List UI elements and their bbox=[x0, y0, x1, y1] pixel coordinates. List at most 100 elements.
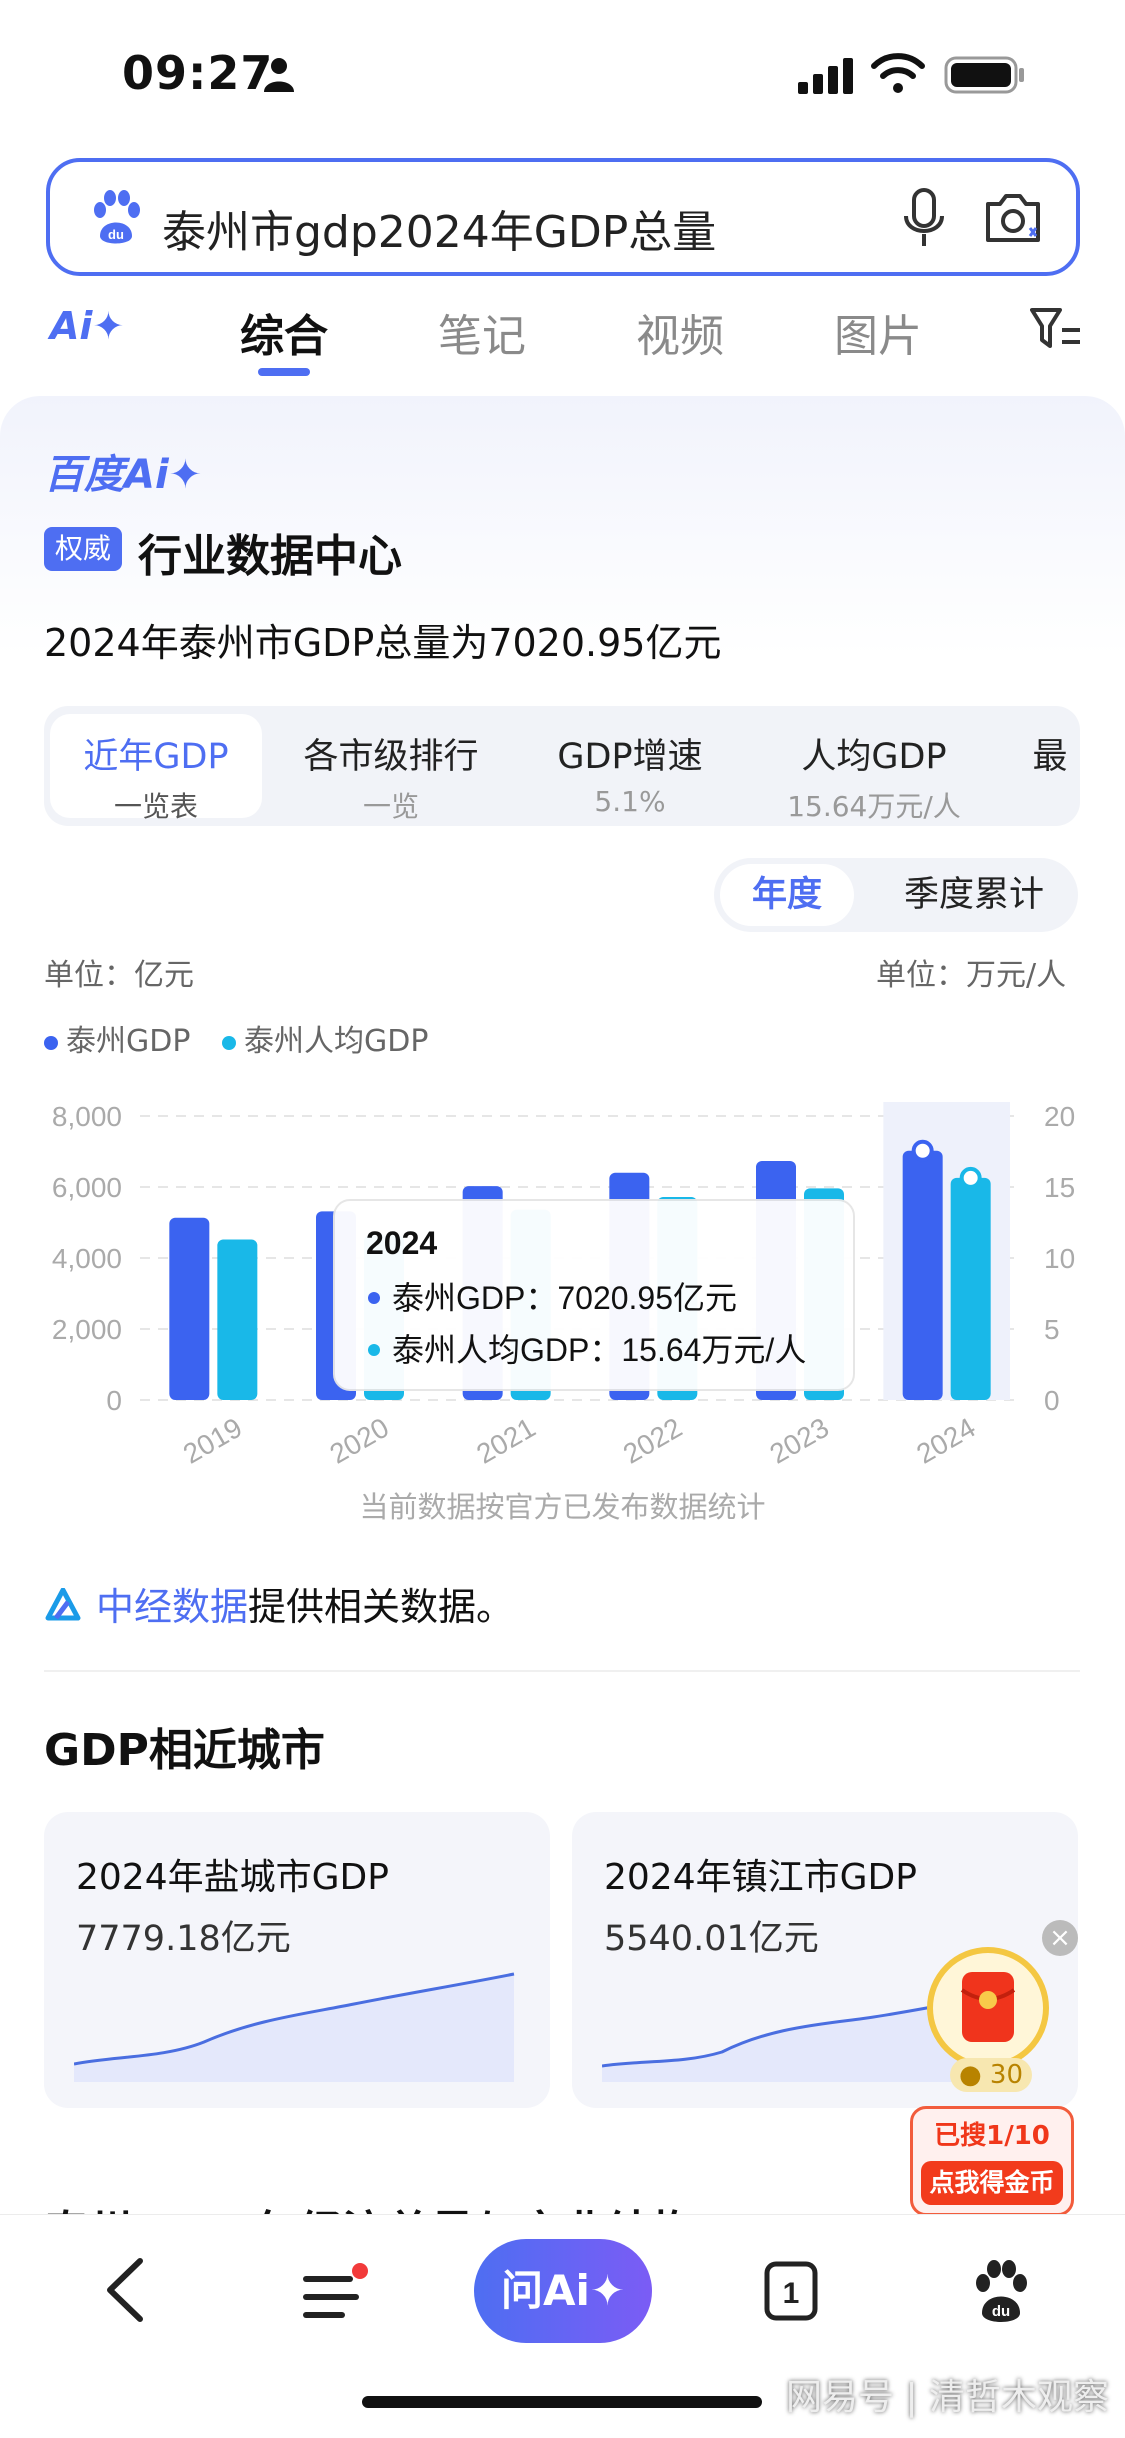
left-axis-tick: 6,000 bbox=[52, 1172, 122, 1203]
provider-link[interactable]: 中经数据 bbox=[96, 1585, 249, 1629]
wifi-icon bbox=[871, 53, 925, 93]
close-icon[interactable]: × bbox=[1042, 1920, 1078, 1956]
x-axis-tick: 2022 bbox=[618, 1412, 687, 1470]
authority-badge: 权威 bbox=[44, 527, 122, 571]
legend-label: 泰州人均GDP bbox=[244, 1024, 429, 1059]
search-input[interactable]: 泰州市gdp2024年GDP总量 bbox=[162, 207, 717, 258]
data-pill-row: 近年GDP 一览表 各市级排行 一览 GDP增速 5.1% 人均GDP 15.6… bbox=[44, 706, 1080, 826]
tabs-count-icon[interactable]: 1 bbox=[764, 2261, 818, 2321]
left-axis-tick: 2,000 bbox=[52, 1314, 122, 1345]
chart-note: 当前数据按官方已发布数据统计 bbox=[359, 1490, 766, 1524]
left-axis-tick: 4,000 bbox=[52, 1243, 122, 1274]
answer-text: 2024年泰州市GDP总量为7020.95亿元 bbox=[44, 621, 722, 665]
home-indicator bbox=[362, 2396, 762, 2408]
red-envelope-icon[interactable] bbox=[926, 1946, 1050, 2090]
tab-notes[interactable]: 笔记 bbox=[438, 311, 526, 362]
svg-text:du: du bbox=[108, 227, 124, 242]
pill-recent-gdp[interactable]: 近年GDP 一览表 bbox=[50, 714, 262, 823]
highlight-marker-per-capita bbox=[959, 1166, 982, 1189]
svg-text:du: du bbox=[992, 2303, 1010, 2320]
watermark: 网易号 | 清哲木观察 bbox=[786, 2377, 1110, 2418]
city-value: 5540.01亿元 bbox=[604, 1919, 819, 1959]
tab-images[interactable]: 图片 bbox=[834, 311, 922, 362]
menu-icon[interactable] bbox=[300, 2259, 372, 2329]
left-axis-tick: 0 bbox=[106, 1385, 122, 1416]
similar-city-card[interactable]: 2024年盐城市GDP 7779.18亿元 bbox=[44, 1812, 550, 2108]
pill-sub: 一览 bbox=[362, 790, 419, 823]
pill-title: 近年GDP bbox=[83, 737, 229, 777]
x-axis-tick: 2020 bbox=[325, 1412, 394, 1470]
tooltip-dot-per-capita bbox=[368, 1344, 380, 1356]
pill-title: GDP增速 bbox=[557, 737, 703, 777]
signal-icon bbox=[798, 58, 853, 94]
coins-badge: ● 30 bbox=[950, 2058, 1032, 2092]
pill-sub: 15.64万元/人 bbox=[787, 790, 961, 823]
right-axis-tick: 20 bbox=[1044, 1101, 1075, 1132]
pill-title: 人均GDP bbox=[801, 737, 947, 777]
legend-item-gdp[interactable]: 泰州GDP bbox=[44, 1016, 190, 1060]
right-axis-tick: 5 bbox=[1044, 1314, 1060, 1345]
tooltip-year: 2024 bbox=[366, 1225, 437, 1261]
microphone-icon[interactable] bbox=[900, 188, 948, 248]
pill-title: 最 bbox=[1032, 737, 1068, 777]
x-axis-tick: 2024 bbox=[911, 1412, 980, 1470]
bar-per-capita bbox=[950, 1177, 991, 1400]
legend-label: 泰州GDP bbox=[66, 1024, 191, 1059]
unit-left-label: 单位：亿元 bbox=[44, 958, 194, 993]
baidu-home-icon[interactable]: du bbox=[968, 2259, 1034, 2325]
city-value: 7779.18亿元 bbox=[76, 1919, 291, 1959]
promo-action[interactable]: 点我得金币 bbox=[921, 2161, 1063, 2205]
baidu-ai-logo: 百度Ai✦ bbox=[44, 452, 203, 498]
provider-suffix: 提供相关数据。 bbox=[248, 1585, 515, 1629]
period-annual-button[interactable]: 年度 bbox=[720, 864, 854, 926]
similar-cities-heading: GDP相近城市 bbox=[44, 1725, 325, 1776]
city-title: 2024年镇江市GDP bbox=[604, 1857, 917, 1898]
baidu-paw-icon: du bbox=[94, 190, 140, 244]
city-title: 2024年盐城市GDP bbox=[76, 1857, 389, 1898]
legend-dot bbox=[44, 1035, 58, 1050]
camera-search-icon[interactable] bbox=[982, 188, 1044, 248]
coins-count: 30 bbox=[989, 2060, 1024, 2090]
baidu-ai-brand: 百度Ai bbox=[44, 452, 169, 498]
card-title: 行业数据中心 bbox=[138, 531, 402, 582]
legend-dot bbox=[222, 1035, 236, 1050]
status-time: 09:27 bbox=[122, 46, 274, 100]
pill-gdp-growth[interactable]: GDP增速 5.1% bbox=[520, 714, 740, 818]
legend-item-per-capita[interactable]: 泰州人均GDP bbox=[222, 1016, 428, 1060]
filter-icon[interactable] bbox=[1030, 306, 1082, 352]
pill-city-ranking[interactable]: 各市级排行 一览 bbox=[276, 714, 506, 823]
search-box[interactable]: du 泰州市gdp2024年GDP总量 bbox=[46, 158, 1080, 276]
right-axis-tick: 15 bbox=[1044, 1172, 1075, 1203]
pill-sub: 一览表 bbox=[113, 790, 198, 823]
tab-ai[interactable]: Ai✦ bbox=[50, 304, 125, 348]
section-divider bbox=[44, 1670, 1080, 1672]
x-axis-tick: 2019 bbox=[178, 1412, 247, 1470]
tab-general[interactable]: 综合 bbox=[240, 311, 328, 362]
promo-progress: 已搜1/10 bbox=[934, 2121, 1050, 2151]
highlight-marker-gdp bbox=[911, 1139, 934, 1162]
x-axis-tick: 2021 bbox=[471, 1412, 540, 1470]
tooltip-line-per-capita: 泰州人均GDP：15.64万元/人 bbox=[392, 1332, 806, 1368]
x-axis-tick: 2023 bbox=[765, 1412, 834, 1470]
provider-logo-icon bbox=[45, 1588, 81, 1621]
pill-title: 各市级排行 bbox=[303, 737, 479, 777]
back-arrow-icon[interactable] bbox=[100, 2255, 150, 2325]
right-axis-tick: 10 bbox=[1044, 1243, 1075, 1274]
unit-right-label: 单位：万元/人 bbox=[876, 958, 1067, 993]
data-provider-row: 中经数据提供相关数据。 bbox=[44, 1576, 514, 1631]
pill-per-capita-gdp[interactable]: 人均GDP 15.64万元/人 bbox=[754, 714, 994, 823]
bar-gdp bbox=[902, 1150, 943, 1400]
tooltip-dot-gdp bbox=[368, 1292, 380, 1304]
coin-promo-button[interactable]: 已搜1/10 点我得金币 bbox=[910, 2106, 1074, 2216]
ask-ai-label: 问Ai bbox=[500, 2266, 590, 2315]
right-axis-tick: 0 bbox=[1044, 1385, 1060, 1416]
pill-more[interactable]: 最 bbox=[1020, 714, 1080, 818]
tab-active-underline bbox=[258, 368, 310, 376]
tab-videos[interactable]: 视频 bbox=[636, 311, 724, 362]
highlight-band bbox=[883, 1102, 1010, 1400]
ask-ai-button[interactable]: 问Ai✦ bbox=[474, 2239, 652, 2343]
gdp-chart[interactable]: 0 2,000 4,000 6,000 8,000 0 5 10 15 20 2019 2020 202… bbox=[0, 1080, 1125, 1500]
period-quarterly-button[interactable]: 季度累计 bbox=[903, 875, 1044, 915]
left-axis-tick: 8,000 bbox=[52, 1101, 122, 1132]
bar-per-capita bbox=[217, 1239, 258, 1400]
